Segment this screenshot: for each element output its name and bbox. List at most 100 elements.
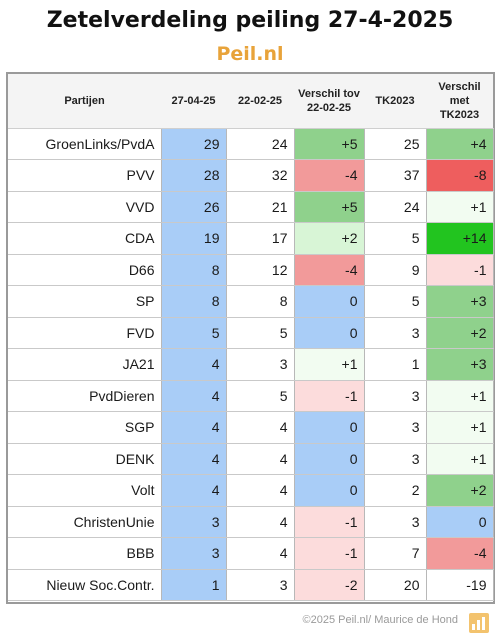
change-tk2023-cell: +3 [426,348,494,381]
brand-subtitle: Peil.nl [216,43,284,65]
tk2023-seats-cell: 3 [364,411,427,444]
column-header: Verschil tov 22-02-25 [294,74,364,129]
tk2023-seats-cell: 9 [364,254,427,286]
previous-seats-cell: 5 [226,380,295,412]
change-previous-cell: -1 [294,506,365,538]
table-row: SP 8 8 0 5 +3 [8,285,494,318]
table-row: DENK 4 4 0 3 +1 [8,443,494,475]
change-tk2023-cell: +3 [426,285,494,318]
change-previous-cell: +2 [294,222,365,255]
previous-seats-cell: 3 [226,348,295,381]
change-tk2023-cell: +1 [426,191,494,223]
change-previous-cell: 0 [294,411,365,444]
change-tk2023-cell: +14 [426,222,494,255]
table-row: FVD 5 5 0 3 +2 [8,317,494,349]
previous-seats-cell: 3 [226,569,295,601]
change-tk2023-cell: -8 [426,159,494,192]
party-name-cell: PvdDieren [8,380,162,412]
current-seats-cell: 8 [161,254,227,286]
current-seats-cell: 28 [161,159,227,192]
change-previous-cell: 0 [294,317,365,349]
change-tk2023-cell: +2 [426,317,494,349]
change-previous-cell: -1 [294,380,365,412]
seat-table: Partijen 27-04-25 22-02-25 Verschil tov … [8,74,494,601]
change-tk2023-cell: -19 [426,569,494,601]
previous-seats-cell: 5 [226,317,295,349]
party-name-cell: PVV [8,159,162,192]
party-name-cell: D66 [8,254,162,286]
change-tk2023-cell: +4 [426,128,494,160]
table-row: JA21 4 3 +1 1 +3 [8,348,494,381]
current-seats-cell: 19 [161,222,227,255]
change-tk2023-cell: 0 [426,506,494,538]
previous-seats-cell: 12 [226,254,295,286]
previous-seats-cell: 32 [226,159,295,192]
table-body: GroenLinks/PvdA 29 24 +5 25 +4 PVV 28 32 -4 37 -8 VV… [8,128,494,601]
current-seats-cell: 4 [161,380,227,412]
table-row: D66 8 12 -4 9 -1 [8,254,494,286]
tk2023-seats-cell: 20 [364,569,427,601]
column-header: Partijen [8,74,161,129]
party-name-cell: CDA [8,222,162,255]
tk2023-seats-cell: 3 [364,506,427,538]
column-header: 27-04-25 [161,74,226,129]
tk2023-seats-cell: 3 [364,443,427,475]
previous-seats-cell: 17 [226,222,295,255]
party-name-cell: JA21 [8,348,162,381]
change-tk2023-cell: +1 [426,380,494,412]
change-previous-cell: 0 [294,474,365,507]
current-seats-cell: 4 [161,443,227,475]
party-name-cell: VVD [8,191,162,223]
current-seats-cell: 29 [161,128,227,160]
table-row: SGP 4 4 0 3 +1 [8,411,494,444]
column-header: 22-02-25 [226,74,294,129]
party-name-cell: SGP [8,411,162,444]
current-seats-cell: 1 [161,569,227,601]
tk2023-seats-cell: 7 [364,537,427,570]
tk2023-seats-cell: 1 [364,348,427,381]
tk2023-seats-cell: 3 [364,380,427,412]
party-name-cell: GroenLinks/PvdA [8,128,162,160]
current-seats-cell: 5 [161,317,227,349]
table-row: Nieuw Soc.Contr. 1 3 -2 20 -19 [8,569,494,601]
table-row: PvdDieren 4 5 -1 3 +1 [8,380,494,412]
change-previous-cell: -4 [294,254,365,286]
current-seats-cell: 4 [161,474,227,507]
table-row: BBB 3 4 -1 7 -4 [8,537,494,570]
change-previous-cell: -4 [294,159,365,192]
party-name-cell: Volt [8,474,162,507]
previous-seats-cell: 24 [226,128,295,160]
previous-seats-cell: 4 [226,506,295,538]
change-previous-cell: 0 [294,285,365,318]
change-previous-cell: -1 [294,537,365,570]
table-row: GroenLinks/PvdA 29 24 +5 25 +4 [8,128,494,160]
change-tk2023-cell: -4 [426,537,494,570]
tk2023-seats-cell: 25 [364,128,427,160]
column-header: Verschil met TK2023 [426,74,493,129]
tk2023-seats-cell: 5 [364,285,427,318]
table-row: CDA 19 17 +2 5 +14 [8,222,494,255]
change-tk2023-cell: +2 [426,474,494,507]
peil-logo-icon [469,613,489,633]
current-seats-cell: 4 [161,348,227,381]
change-previous-cell: 0 [294,443,365,475]
change-tk2023-cell: +1 [426,411,494,444]
change-tk2023-cell: +1 [426,443,494,475]
previous-seats-cell: 8 [226,285,295,318]
change-previous-cell: -2 [294,569,365,601]
change-previous-cell: +5 [294,191,365,223]
current-seats-cell: 4 [161,411,227,444]
table-row: PVV 28 32 -4 37 -8 [8,159,494,192]
party-name-cell: SP [8,285,162,318]
current-seats-cell: 3 [161,537,227,570]
change-tk2023-cell: -1 [426,254,494,286]
previous-seats-cell: 21 [226,191,295,223]
tk2023-seats-cell: 5 [364,222,427,255]
tk2023-seats-cell: 2 [364,474,427,507]
current-seats-cell: 26 [161,191,227,223]
page-title: Zetelverdeling peiling 27-4-2025 [46,8,454,33]
table-header-row: Partijen 27-04-25 22-02-25 Verschil tov … [8,74,493,129]
table-row: ChristenUnie 3 4 -1 3 0 [8,506,494,538]
tk2023-seats-cell: 24 [364,191,427,223]
table-row: Volt 4 4 0 2 +2 [8,474,494,507]
